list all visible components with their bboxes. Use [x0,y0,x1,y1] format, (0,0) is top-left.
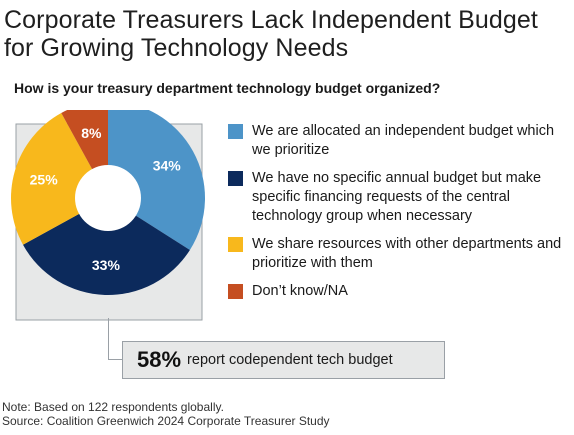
legend-swatch [228,284,243,299]
callout-number: 58% [137,347,182,372]
callout-connector [108,318,109,360]
callout-connector-horizontal [108,359,122,360]
callout-box: 58% report codependent tech budget [122,341,445,379]
footer-source: Source: Coalition Greenwich 2024 Corpora… [2,414,330,428]
legend-label: Don’t know/NA [252,283,348,299]
slice-label: 34% [153,158,182,174]
chart-subtitle: How is your treasury department technolo… [14,80,441,96]
legend-swatch [228,237,243,252]
callout-text: report codependent tech budget [187,352,393,368]
donut-chart: 34% 33% 25% 8% [11,110,205,321]
legend-item: Don’t know/NA [228,282,572,301]
donut-hole [75,165,141,231]
donut-slice [11,112,109,245]
legend-swatch [228,124,243,139]
chart-title: Corporate Treasurers Lack Independent Bu… [4,6,538,62]
legend-item: We are allocated an independent budget w… [228,122,572,160]
legend-label: We share resources with other department… [252,236,562,271]
legend-item: We have no specific annual budget but ma… [228,169,572,226]
legend-label: We have no specific annual budget but ma… [252,170,542,224]
footer: Note: Based on 122 respondents globally.… [2,400,330,428]
slice-label: 33% [92,257,121,273]
donut-slice [22,198,190,295]
legend-item: We share resources with other department… [228,235,572,273]
legend-label: We are allocated an independent budget w… [252,123,555,158]
legend: We are allocated an independent budget w… [228,122,572,310]
legend-swatch [228,171,243,186]
slice-label: 25% [30,171,59,187]
footer-note: Note: Based on 122 respondents globally. [2,400,224,414]
slice-label: 8% [81,125,102,141]
donut-slice [108,110,205,250]
